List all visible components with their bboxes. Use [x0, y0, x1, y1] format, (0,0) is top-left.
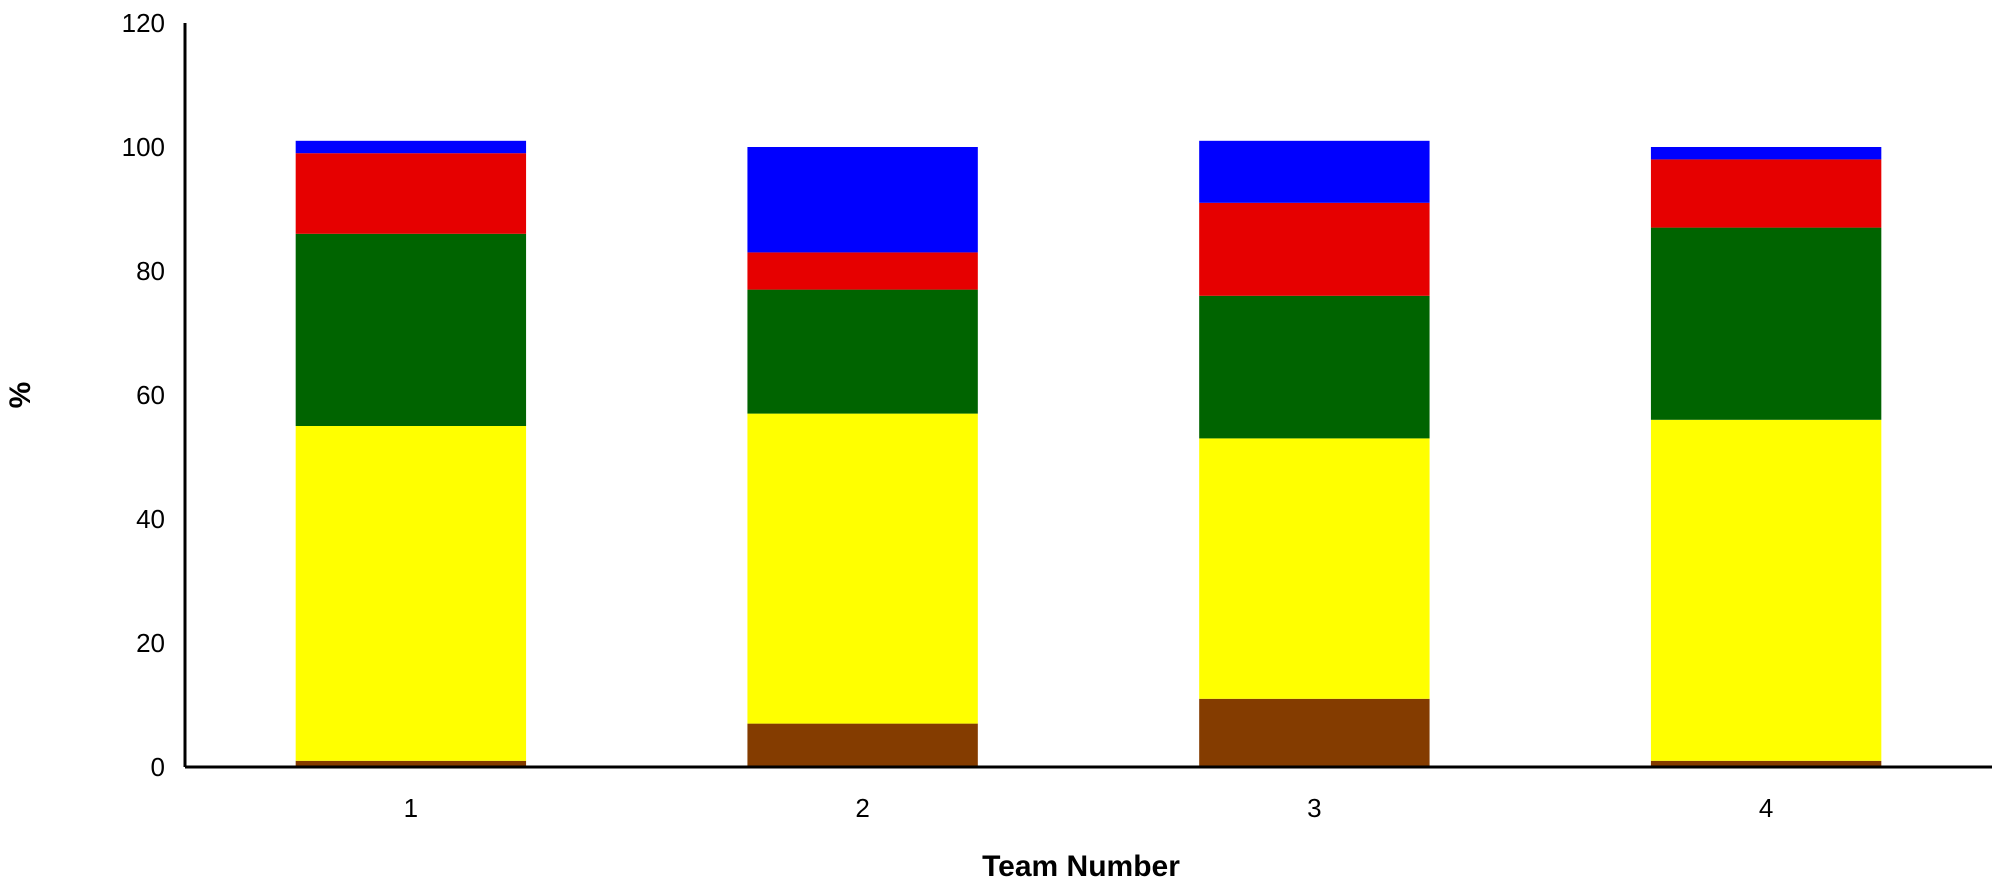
bar-segment-team-2-series-5	[747, 147, 978, 253]
bar-segment-team-2-series-4	[747, 252, 978, 290]
bar-segment-team-3-series-1	[1199, 698, 1430, 767]
x-tick-label: 1	[404, 793, 418, 823]
bar-segment-team-4-series-1	[1650, 760, 1882, 767]
x-tick-label: 4	[1759, 793, 1773, 823]
y-tick-label: 120	[122, 8, 165, 38]
y-tick-label: 40	[136, 504, 165, 534]
y-tick-label: 100	[122, 132, 165, 162]
y-axis-title: %	[4, 382, 37, 409]
bar-segment-team-1-series-4	[295, 153, 527, 234]
bars-group	[295, 140, 1882, 767]
bar-segment-team-2-series-1	[747, 723, 978, 767]
y-tick-label: 60	[136, 380, 165, 410]
x-axis-title: Team Number	[982, 850, 1180, 882]
bar-segment-team-2-series-3	[747, 289, 978, 414]
x-tick-label: 2	[855, 793, 869, 823]
bar-segment-team-1-series-3	[295, 233, 527, 426]
bar-segment-team-3-series-5	[1199, 140, 1430, 203]
bar-segment-team-4-series-4	[1650, 159, 1882, 228]
bar-segment-team-3-series-4	[1199, 202, 1430, 296]
y-tick-label: 80	[136, 256, 165, 286]
bar-segment-team-4-series-2	[1650, 419, 1882, 761]
bar-segment-team-4-series-3	[1650, 227, 1882, 420]
x-axis-ticks: 1 2 3 4	[404, 793, 1774, 823]
bar-segment-team-1-series-5	[295, 140, 527, 154]
x-tick-label: 3	[1307, 793, 1321, 823]
y-tick-label: 0	[151, 752, 165, 782]
y-tick-label: 20	[136, 628, 165, 658]
bar-segment-team-3-series-3	[1199, 295, 1430, 439]
bar-segment-team-4-series-5	[1650, 147, 1882, 160]
bar-segment-team-1-series-2	[295, 426, 527, 761]
bar-segment-team-2-series-2	[747, 413, 978, 724]
y-axis-ticks: 0 20 40 60 80 100 120	[122, 8, 165, 782]
bar-segment-team-3-series-2	[1199, 438, 1430, 699]
bar-segment-team-1-series-1	[295, 760, 527, 767]
